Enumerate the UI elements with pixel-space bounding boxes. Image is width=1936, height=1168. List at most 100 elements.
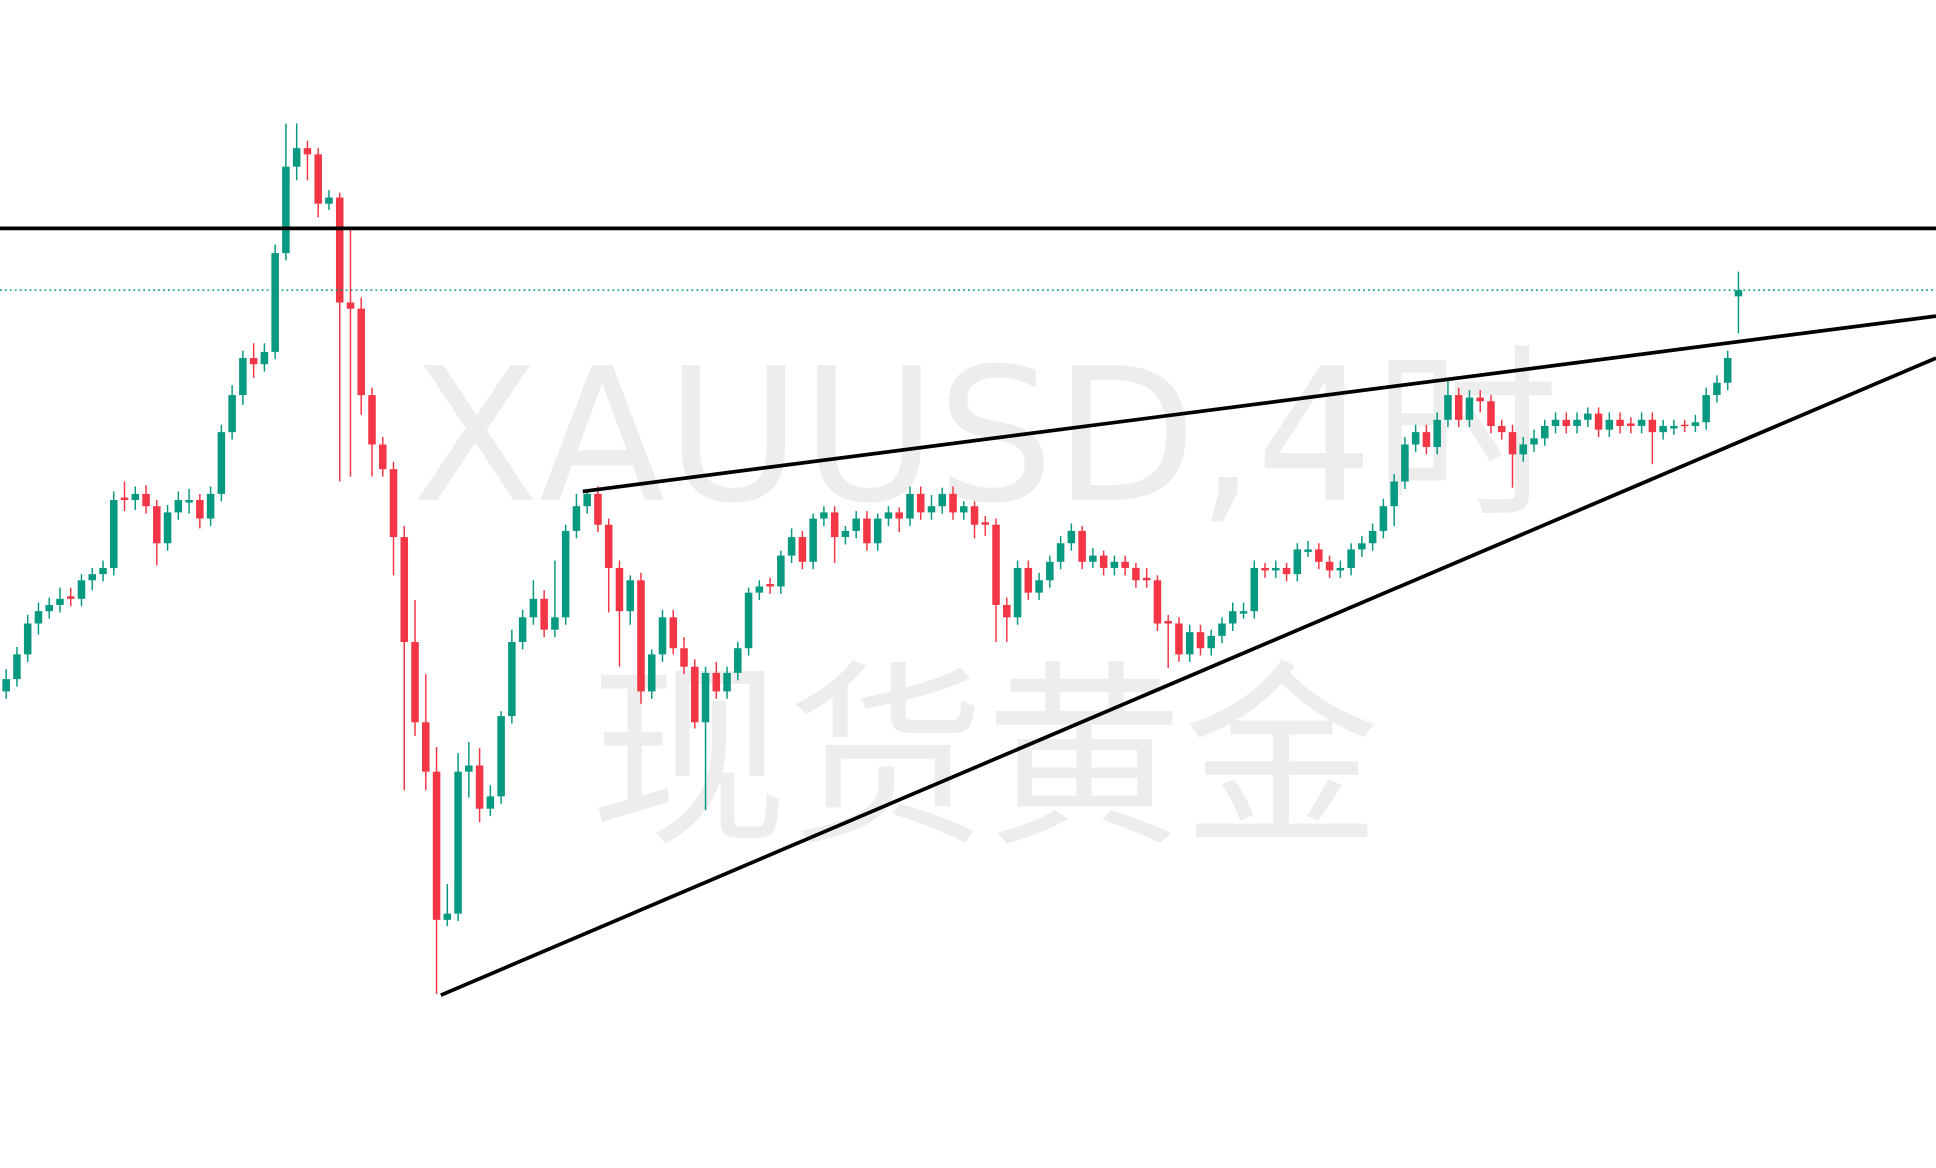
candle-body: [1293, 549, 1302, 575]
candle-body: [1734, 290, 1743, 297]
candle-body: [1304, 549, 1312, 552]
candle-body: [110, 500, 118, 568]
candle-body: [454, 771, 462, 914]
candle-body: [766, 584, 774, 587]
candle-body: [400, 537, 409, 643]
candle-body: [34, 611, 43, 624]
candle-body: [422, 722, 430, 772]
candle-body: [174, 500, 183, 513]
candle-body: [744, 592, 753, 649]
candle-body: [1336, 567, 1345, 571]
candle-body: [626, 580, 634, 612]
candle-body: [2, 679, 10, 692]
candle-body: [1196, 632, 1205, 649]
candle-body: [1627, 423, 1635, 426]
candle-body: [669, 617, 678, 649]
candle-body: [572, 506, 581, 531]
candle-body: [1315, 549, 1323, 562]
candle-body: [852, 518, 860, 531]
candle-body: [820, 512, 828, 519]
candle-body: [99, 567, 107, 575]
candle-body: [949, 493, 957, 513]
candle-body: [1325, 561, 1334, 571]
candle-body: [637, 580, 645, 692]
candle-body: [701, 672, 710, 723]
candle-body: [239, 358, 247, 396]
candle-body: [540, 598, 548, 630]
candle-body: [1239, 611, 1248, 614]
candle-body: [1282, 567, 1291, 575]
candle-body: [23, 623, 32, 655]
candle-body: [1035, 580, 1043, 593]
candle-body: [1056, 543, 1065, 562]
candle-body: [508, 642, 516, 717]
candle-body: [691, 666, 699, 723]
candle-body: [56, 598, 64, 605]
candle-body: [185, 500, 193, 503]
candle-body: [303, 148, 312, 155]
candle-body: [443, 913, 452, 920]
candle-body: [1153, 580, 1162, 624]
candle-body: [1379, 506, 1388, 531]
candle-body: [77, 580, 86, 599]
candle-body: [1013, 567, 1022, 618]
candle-body: [992, 524, 1000, 605]
candle-body: [1142, 577, 1151, 581]
candle-body: [66, 596, 75, 599]
candle-body: [1691, 422, 1700, 426]
candle-body: [1078, 530, 1086, 562]
candle-body: [615, 567, 624, 612]
candle-body: [13, 654, 21, 680]
candle-body: [1024, 567, 1033, 593]
candle-body: [1584, 413, 1592, 420]
candle-body: [658, 617, 667, 655]
lower-trendline: [440, 356, 1936, 997]
candle-body: [411, 642, 419, 723]
candle-body: [45, 604, 53, 612]
candle-body: [583, 493, 591, 507]
candle-body: [206, 493, 215, 519]
candle-body: [1487, 401, 1495, 426]
upper-trendline: [582, 314, 1936, 494]
candle-body: [1110, 561, 1119, 568]
candle-body: [1358, 543, 1366, 550]
candle-body: [873, 518, 882, 544]
candle-body: [1132, 567, 1140, 581]
candle-body: [1465, 397, 1474, 420]
candle-body: [970, 506, 979, 525]
candle-body: [389, 469, 398, 538]
candle-body: [260, 351, 269, 365]
candle-body: [1433, 419, 1441, 447]
candle-body: [1594, 413, 1603, 430]
candle-body: [314, 154, 322, 204]
candle-body: [1272, 567, 1280, 571]
candle-body: [271, 253, 279, 352]
candle-body: [475, 765, 484, 809]
candle-body: [497, 716, 505, 797]
candle-body: [895, 512, 903, 519]
candle-body: [142, 493, 150, 507]
candle-body: [1401, 444, 1409, 482]
candle-body: [594, 493, 602, 525]
candle-body: [1541, 425, 1549, 439]
candle-body: [249, 358, 258, 365]
candle-body: [346, 302, 355, 309]
candle-body: [1605, 419, 1614, 430]
candle-body: [1218, 623, 1226, 636]
candle-body: [1454, 395, 1463, 420]
candle-body: [1368, 530, 1377, 544]
candle-body: [960, 506, 968, 513]
candle-body: [830, 512, 839, 538]
candle-body: [1089, 555, 1097, 562]
watermark-symbol: XAUUSD,4时: [412, 328, 1559, 544]
candle-body: [282, 166, 290, 254]
candle-body: [723, 672, 731, 692]
candle-body: [1551, 419, 1560, 426]
candle-body: [131, 493, 140, 501]
candle-body: [1616, 419, 1624, 426]
candle-body: [1067, 530, 1076, 544]
candle-body: [1573, 419, 1581, 426]
candle-body: [1670, 425, 1678, 429]
candle-body: [1497, 425, 1506, 433]
candle-body: [529, 598, 538, 618]
